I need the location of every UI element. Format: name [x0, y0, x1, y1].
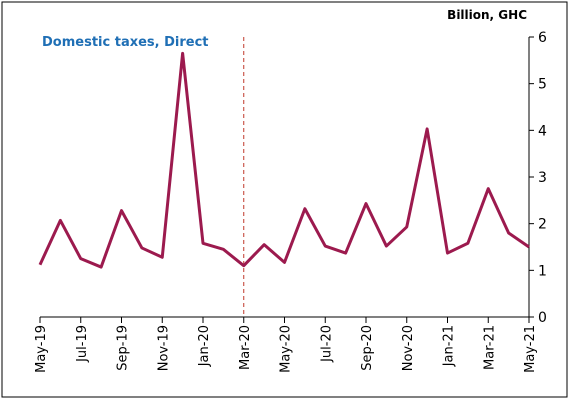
y-tick-label: 6	[538, 30, 547, 46]
y-tick-label: 2	[538, 217, 547, 233]
x-tick-label: Sep-20	[360, 325, 375, 371]
x-tick-label: Mar-20	[238, 325, 253, 370]
x-tick-label: Jul-19	[75, 325, 90, 363]
x-tick-label: Jul-20	[319, 325, 334, 363]
unit-label: Billion, GHC	[447, 8, 527, 22]
chart-title: Domestic taxes, Direct	[42, 35, 209, 50]
y-tick-label: 3	[538, 170, 547, 186]
x-tick-label: Nov-20	[401, 325, 416, 371]
x-tick-label: May-21	[523, 325, 538, 373]
y-tick-label: 0	[538, 310, 547, 326]
x-tick-label: Sep-19	[116, 325, 131, 371]
y-tick-label: 4	[538, 123, 547, 139]
x-tick-label: Jan-21	[442, 325, 457, 367]
line-series	[38, 51, 530, 269]
y-tick-label: 1	[538, 263, 547, 279]
y-tick-label: 5	[538, 77, 547, 93]
x-tick-label: May-19	[34, 325, 49, 373]
x-tick-label: May-20	[279, 325, 294, 373]
x-tick-label: Nov-19	[156, 325, 171, 371]
x-tick-label: Mar-21	[482, 325, 497, 370]
x-tick-label: Jan-20	[197, 325, 212, 367]
